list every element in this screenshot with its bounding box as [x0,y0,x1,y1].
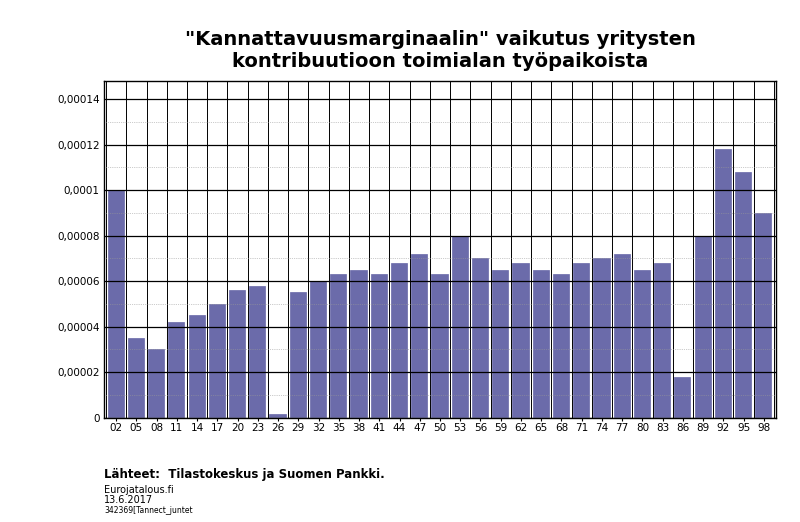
Bar [431,274,449,418]
Bar [229,290,246,418]
Bar [573,263,590,418]
Bar [614,254,630,418]
Bar [452,235,469,418]
Bar [350,270,368,418]
Bar [411,254,428,418]
Bar [290,292,307,418]
Bar [330,274,347,418]
Text: 342369[Tannect_juntet: 342369[Tannect_juntet [104,506,193,515]
Bar [391,263,408,418]
Bar [714,149,732,418]
Bar [654,263,671,418]
Text: Lähteet:  Tilastokeskus ja Suomen Pankki.: Lähteet: Tilastokeskus ja Suomen Pankki. [104,468,385,481]
Bar [694,235,712,418]
Bar [594,258,610,418]
Bar [634,270,651,418]
Bar [189,315,206,418]
Bar [148,349,166,418]
Text: Eurojatalous.fi: Eurojatalous.fi [104,485,174,495]
Bar [512,263,530,418]
Bar [250,286,266,418]
Bar [674,377,691,418]
Bar [107,190,125,418]
Bar [472,258,489,418]
Bar [310,281,327,418]
Bar [128,338,145,418]
Bar [492,270,510,418]
Bar [553,274,570,418]
Bar [209,304,226,418]
Bar [168,322,186,418]
Bar [370,274,388,418]
Bar [270,414,286,418]
Bar [755,213,773,418]
Title: "Kannattavuusmarginaalin" vaikutus yritysten
kontribuutioon toimialan työpaikois: "Kannattavuusmarginaalin" vaikutus yrity… [185,30,695,71]
Bar [735,172,752,418]
Text: 13.6.2017: 13.6.2017 [104,495,153,505]
Bar [533,270,550,418]
